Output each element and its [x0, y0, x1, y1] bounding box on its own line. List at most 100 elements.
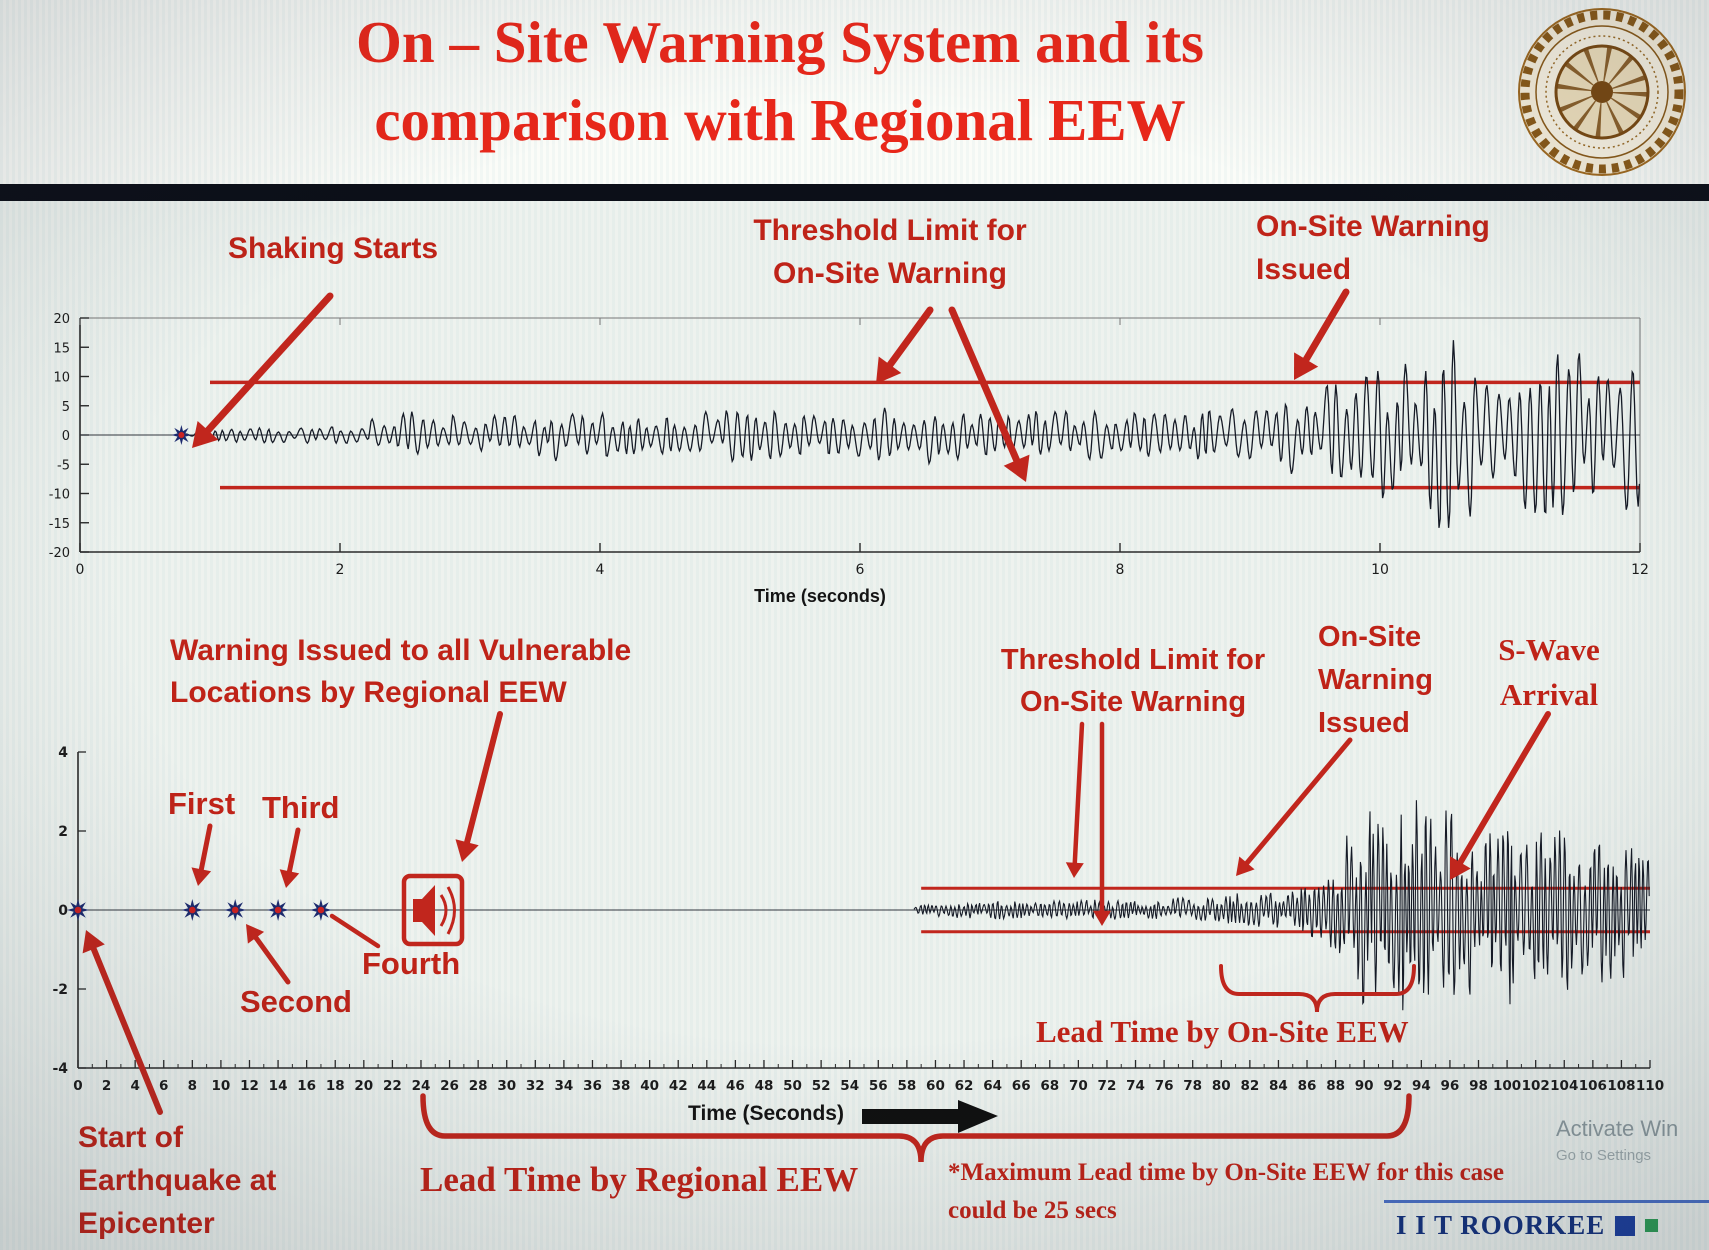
watermark-line1: Activate Win	[1556, 1116, 1679, 1141]
svg-text:26: 26	[440, 1078, 459, 1094]
p-wave-marker-icon	[67, 899, 89, 921]
svg-text:4: 4	[596, 562, 605, 578]
svg-text:52: 52	[812, 1078, 831, 1094]
svg-text:60: 60	[926, 1078, 945, 1094]
svg-text:-15: -15	[49, 517, 70, 532]
svg-text:4: 4	[130, 1078, 139, 1094]
svg-text:46: 46	[726, 1078, 745, 1094]
annotation-lead-time-regional: Lead Time by Regional EEW	[420, 1160, 859, 1199]
svg-text:0: 0	[58, 903, 68, 919]
arrow-threshold-top-upper	[876, 306, 934, 384]
svg-text:24: 24	[412, 1078, 431, 1094]
svg-text:0: 0	[76, 562, 85, 578]
arrow-third	[279, 827, 301, 888]
annotation-onsite-warning-issued-bottom: On-Site Warning Issued	[1318, 616, 1433, 745]
annotation-threshold-limit-bottom: Threshold Limit for On-Site Warning	[978, 640, 1288, 724]
annotation-line: Issued	[1256, 252, 1352, 286]
arrow-regional-warning	[455, 711, 503, 862]
svg-text:62: 62	[955, 1078, 974, 1094]
svg-text:66: 66	[1012, 1078, 1031, 1094]
annotation-line: On-Site Warning	[773, 256, 1007, 290]
annotation-second-detection: Second	[240, 984, 352, 1019]
annotation-line: Start of	[78, 1121, 183, 1154]
svg-text:2: 2	[102, 1078, 111, 1094]
annotation-line: Earthquake at	[78, 1164, 277, 1198]
brand-square-blue	[1615, 1215, 1636, 1236]
header-divider-bar	[0, 184, 1709, 201]
annotation-third-detection: Third	[262, 790, 340, 825]
svg-text:90: 90	[1355, 1078, 1374, 1094]
svg-text:80: 80	[1212, 1078, 1231, 1094]
regional-warning-alarm-icon	[401, 873, 465, 947]
svg-text:2: 2	[58, 824, 68, 840]
annotation-shaking-starts: Shaking Starts	[228, 232, 439, 265]
svg-text:8: 8	[188, 1078, 197, 1094]
annotation-fourth-detection: Fourth	[362, 946, 461, 981]
annotation-s-wave-arrival: S-Wave Arrival	[1474, 628, 1624, 718]
svg-text:6: 6	[159, 1078, 168, 1094]
svg-text:2: 2	[336, 562, 345, 578]
svg-text:88: 88	[1326, 1078, 1345, 1094]
top-xaxis-label: Time (seconds)	[754, 586, 886, 606]
svg-text:98: 98	[1469, 1078, 1488, 1094]
p-wave-marker-icon	[309, 899, 332, 921]
svg-text:108: 108	[1607, 1078, 1635, 1094]
arrow-s-wave	[1450, 711, 1551, 880]
title-line2: comparison with Regional EEW	[374, 86, 1186, 153]
svg-text:84: 84	[1269, 1078, 1288, 1094]
title-line1: On – Site Warning System and its	[355, 9, 1204, 75]
svg-text:32: 32	[526, 1078, 545, 1094]
annotation-max-lead-note: *Maximum Lead time by On-Site EEW for th…	[948, 1154, 1504, 1229]
svg-text:104: 104	[1550, 1078, 1578, 1094]
annotation-line: Warning	[1318, 663, 1433, 696]
svg-text:42: 42	[669, 1078, 688, 1094]
annotation-line: Locations by Regional EEW	[170, 676, 567, 709]
svg-text:40: 40	[640, 1078, 659, 1094]
bottom-waveform	[913, 800, 1650, 1011]
annotation-threshold-limit-top: Threshold Limit for On-Site Warning	[730, 210, 1050, 295]
svg-text:54: 54	[840, 1078, 859, 1094]
iit-roorkee-wordmark: I I T ROORKEE	[1396, 1210, 1606, 1240]
svg-text:10: 10	[1371, 562, 1389, 578]
watermark-line2: Go to Settings	[1556, 1147, 1652, 1164]
annotation-line: Threshold Limit for	[1000, 644, 1266, 676]
svg-text:110: 110	[1636, 1078, 1664, 1094]
svg-text:100: 100	[1493, 1078, 1521, 1094]
svg-text:-4: -4	[52, 1061, 68, 1077]
p-wave-marker-icon	[181, 899, 204, 921]
annotation-line: On-Site Warning	[1019, 685, 1247, 718]
svg-text:5: 5	[62, 400, 70, 415]
svg-text:28: 28	[469, 1078, 488, 1094]
p-wave-marker-icon	[171, 425, 192, 445]
arrow-second	[246, 924, 291, 985]
braces	[420, 964, 1416, 1163]
annotation-line: On-Site	[1318, 621, 1422, 653]
svg-text:48: 48	[755, 1078, 774, 1094]
svg-text:36: 36	[583, 1078, 602, 1094]
svg-text:22: 22	[383, 1078, 402, 1094]
arrow-threshold-top-lower	[948, 306, 1030, 482]
svg-text:50: 50	[783, 1078, 802, 1094]
annotation-line: Arrival	[1499, 676, 1599, 712]
svg-text:4: 4	[58, 745, 68, 761]
annotation-line: Warning Issued to all Vulnerable	[170, 634, 632, 667]
svg-text:-5: -5	[57, 458, 70, 473]
bottom-chart: 0 2 4 6 8 10 12 14 16 18 20 22 24 26 28 30 32 34 36 38 40 42 4…	[52, 745, 1664, 1094]
annotation-start-epicenter: Start of Earthquake at Epicenter	[78, 1116, 276, 1246]
annotation-line: *Maximum Lead time by On-Site EEW for th…	[948, 1159, 1505, 1186]
svg-text:12: 12	[1631, 562, 1649, 578]
svg-text:8: 8	[1116, 562, 1125, 578]
arrow-onsite-issued-top	[1294, 288, 1350, 380]
svg-text:38: 38	[612, 1078, 631, 1094]
svg-text:18: 18	[326, 1078, 345, 1094]
svg-text:106: 106	[1579, 1078, 1607, 1094]
bottom-xaxis-label: Time (Seconds)	[688, 1102, 844, 1125]
svg-text:82: 82	[1240, 1078, 1259, 1094]
svg-text:-20: -20	[49, 546, 70, 561]
annotation-line: On-Site Warning	[1256, 210, 1490, 243]
svg-text:0: 0	[62, 429, 70, 444]
svg-text:92: 92	[1383, 1078, 1402, 1094]
svg-text:20: 20	[354, 1078, 373, 1094]
brace-lead-time-regional	[420, 1093, 1412, 1163]
svg-text:64: 64	[983, 1078, 1002, 1094]
